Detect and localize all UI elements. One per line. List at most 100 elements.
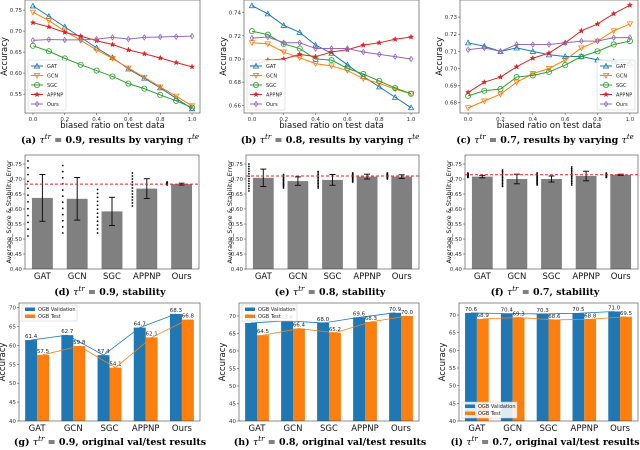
y-tick-label: 40 <box>9 419 16 425</box>
data-point-gat <box>264 10 272 17</box>
chart-e: 0.40 0.45 0.50 0.55 0.60 0.65 0.70 0.75Average_… <box>226 154 420 298</box>
bar-test-gat <box>476 318 489 421</box>
data-point-gcn <box>391 86 399 93</box>
legend-marker-gat <box>602 62 610 69</box>
data-point-ours <box>265 33 271 41</box>
data-point-ours <box>94 35 99 43</box>
y-tick-label: 70 <box>449 313 456 319</box>
data-label: 62.1 <box>146 331 158 337</box>
bar-gcn <box>66 198 88 269</box>
data-point-gcn <box>29 9 37 16</box>
caption-tau: τ <box>260 135 266 146</box>
x-tick-label: 0.8 <box>593 117 602 123</box>
y-tick-label: 40 <box>229 419 236 425</box>
y-tick-label: 0.60 <box>450 207 463 213</box>
data-point-sgc <box>408 90 415 97</box>
axes-frame <box>18 302 201 422</box>
y-tick-label: 0.40 <box>10 267 23 273</box>
data-label: 70.3 <box>536 308 549 314</box>
bar-validation-sgc <box>317 322 329 421</box>
sample-point <box>501 182 504 185</box>
y-tick-label: 60 <box>9 343 16 349</box>
bar-validation-gcn <box>281 320 293 421</box>
x-tick-label: 0.0 <box>29 117 38 123</box>
y-tick-label: 0.69 <box>445 84 458 90</box>
legend-marker-sgc <box>603 82 610 89</box>
data-point-gcn <box>156 84 164 91</box>
y-tick-label: 0.55 <box>231 222 244 228</box>
y-tick-label: 0.75 <box>10 8 23 14</box>
caption-label: (h) <box>234 437 253 448</box>
bar-validation-appnp <box>133 327 146 421</box>
legend-marker-gcn <box>252 73 260 79</box>
series-sgc <box>465 38 633 99</box>
data-point-gcn <box>561 57 569 64</box>
bar-test-gcn <box>73 346 86 421</box>
caption: (b) τtr = 0.8, results by varying τte <box>241 133 419 146</box>
series-appnp <box>29 19 196 70</box>
sample-point <box>386 172 389 174</box>
bar-appnp <box>356 176 378 269</box>
caption: (a) τtr = 0.9, results by varying τte <box>21 133 199 146</box>
legend-swatch <box>465 411 475 415</box>
data-point-appnp <box>109 41 116 48</box>
sample-point <box>27 180 29 183</box>
legend-label: APPNP <box>616 93 632 99</box>
y-axis-label: Accuracy <box>435 37 445 76</box>
data-label: 70.6 <box>465 307 478 313</box>
x-tick-label: SGC <box>101 424 119 434</box>
sample-point <box>501 169 504 171</box>
sample-point <box>317 184 320 186</box>
x-tick-label: 0.2 <box>60 117 69 123</box>
data-point-appnp <box>188 63 196 70</box>
x-tick-label: 0.0 <box>464 117 473 123</box>
caption-label: (f) <box>491 287 507 298</box>
sample-point <box>96 204 99 207</box>
sample-point <box>317 182 320 185</box>
legend-marker-gat <box>252 62 260 69</box>
data-point-ours <box>329 45 334 52</box>
y-tick-label: 0.75 <box>10 162 23 168</box>
y-tick-label: 0.65 <box>10 50 23 56</box>
sample-point <box>282 173 285 176</box>
sample-point <box>248 187 250 190</box>
sample-point <box>317 176 320 179</box>
data-point-ours <box>157 33 163 41</box>
series-ours <box>249 33 414 63</box>
bar-test-gat <box>37 354 50 421</box>
data-point-gcn <box>578 45 585 52</box>
sample-point <box>61 170 64 173</box>
legend-label: GCN <box>47 74 58 80</box>
sample-point <box>131 196 134 198</box>
data-point-gcn <box>141 74 148 81</box>
sample-point <box>61 195 64 198</box>
sample-point <box>27 173 29 176</box>
x-tick-label: GCN <box>288 272 307 282</box>
series-gcn <box>29 9 196 110</box>
bar-validation-ours <box>389 312 401 421</box>
sample-point <box>61 207 64 210</box>
caption-label: (e) <box>275 287 293 298</box>
data-point-gat <box>513 44 520 51</box>
sample-point <box>248 172 250 175</box>
series-line-sgc <box>32 45 193 108</box>
data-point-appnp <box>157 54 164 61</box>
legend-marker-ours <box>253 100 259 108</box>
bar-gat <box>471 176 493 269</box>
x-tick-label: APPNP <box>351 424 379 434</box>
x-tick-label: GCN <box>68 272 87 282</box>
x-axis-label: biased ratio on test data <box>279 121 383 131</box>
x-tick-label: 0.0 <box>248 117 257 123</box>
data-point-gat <box>344 61 351 68</box>
bar-test-ours <box>181 319 194 421</box>
data-point-ours <box>313 45 318 52</box>
legend-label: GCN <box>266 74 277 80</box>
legend-marker-appnp <box>33 91 41 98</box>
axes-frame <box>458 302 639 422</box>
series-line-gcn <box>251 42 412 95</box>
data-point-appnp <box>626 1 634 8</box>
sample-point <box>501 184 504 186</box>
data-point-gat <box>391 93 399 100</box>
bar-sgc <box>541 179 562 269</box>
x-tick-label: APPNP <box>572 272 600 282</box>
